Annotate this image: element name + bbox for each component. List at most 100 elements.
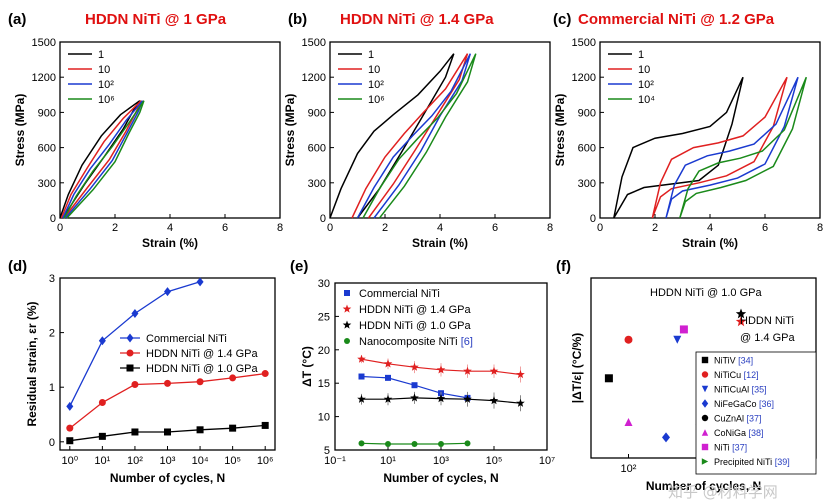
legend-ref: [35] <box>752 385 767 395</box>
data-point <box>261 421 269 429</box>
data-point <box>464 440 471 447</box>
x-tick-label: 10¹ <box>94 455 110 467</box>
x-tick-label: 8 <box>277 222 283 234</box>
legend-label: 1 <box>98 49 104 61</box>
series-line <box>679 76 808 219</box>
y-tick-label: 30 <box>318 278 330 290</box>
data-point <box>436 365 446 374</box>
y-tick-label: 1500 <box>572 37 596 49</box>
data-point <box>164 379 171 387</box>
x-tick-label: 10² <box>127 455 143 467</box>
series-line <box>356 53 472 219</box>
legend-ref: [38] <box>749 428 764 438</box>
x-tick-label: 10⁰ <box>61 455 78 467</box>
y-tick-label: 0 <box>320 213 326 225</box>
panel-d: (d) 0 1 2 3 10⁰ 10¹ 10² 10³ 10⁴ 10⁵ 10⁶ Number of cy… <box>8 258 276 485</box>
data-point <box>131 308 139 318</box>
legend-marker <box>126 364 134 372</box>
data-point <box>516 398 525 407</box>
data-point <box>624 418 633 426</box>
data-point <box>489 366 499 375</box>
legend-ref: [12] <box>744 370 759 380</box>
data-point <box>358 440 365 447</box>
panel-label: (b) <box>288 11 307 28</box>
panel-a: (a) HDDN NiTi @ 1 GPa 0 300 600 900 1200 1500 0 2… <box>8 11 283 250</box>
y-axis-label: ΔT (°C) <box>300 346 314 387</box>
y-tick-label: 0 <box>50 213 56 225</box>
panel-label: (d) <box>8 258 27 275</box>
data-point <box>410 393 419 402</box>
legend-ref: [34] <box>738 356 753 366</box>
legend-label: HDDN NiTi @ 1.4 GPa <box>146 348 258 360</box>
x-axis-label: Strain (%) <box>682 236 738 250</box>
x-tick-label: 10¹ <box>380 455 396 467</box>
series-line <box>62 100 144 219</box>
legend-label: NiFeGaCo [36] <box>714 399 774 409</box>
annotation-hddn-14-line1: HDDN NiTi <box>740 315 794 327</box>
legend-label: 10⁴ <box>638 94 655 106</box>
data-point <box>516 370 525 379</box>
y-tick-label: 900 <box>308 107 326 119</box>
y-tick-label: 600 <box>308 143 326 155</box>
data-point <box>383 394 393 403</box>
legend-ref: [36] <box>759 399 774 409</box>
y-tick-label: 0 <box>590 213 596 225</box>
plot-frame <box>59 41 281 219</box>
x-tick-label: 10³ <box>160 455 176 467</box>
legend-label: HDDN NiTi @ 1.4 GPa <box>359 304 471 316</box>
legend-label: 10 <box>98 64 110 76</box>
y-tick-label: 2 <box>49 328 55 340</box>
legend-label: 10² <box>368 79 384 91</box>
data-point <box>357 354 366 363</box>
legend-ref: [37] <box>732 443 747 453</box>
data-point <box>735 316 747 327</box>
y-tick-label: 1200 <box>572 72 596 84</box>
x-tick-label: 8 <box>547 222 553 234</box>
data-point <box>229 424 237 432</box>
y-tick-label: 1200 <box>302 72 326 84</box>
x-axis-label: Strain (%) <box>412 236 468 250</box>
data-point <box>66 424 74 432</box>
x-tick-label: 4 <box>437 222 443 234</box>
data-point <box>624 335 633 344</box>
panel-title: Commercial NiTi @ 1.2 GPa <box>578 11 775 28</box>
series-line <box>665 76 799 219</box>
legend-label: CuZnAl [37] <box>714 414 762 424</box>
legend-label: 1 <box>638 49 644 61</box>
x-axis-label: Strain (%) <box>142 236 198 250</box>
data-point <box>735 308 747 319</box>
data-point <box>164 287 171 297</box>
x-tick-label: 10⁻¹ <box>324 455 346 467</box>
data-point <box>357 394 366 403</box>
x-axis-label: Number of cycles, N <box>110 471 225 485</box>
legend-ref: [37] <box>747 414 762 424</box>
y-tick-label: 5 <box>324 445 330 457</box>
data-point <box>385 440 391 447</box>
x-tick-label: 10⁵ <box>224 455 241 467</box>
x-axis-label: Number of cycles, N <box>383 471 498 485</box>
x-tick-label: 2 <box>112 222 118 234</box>
data-point <box>196 378 204 386</box>
data-point <box>411 440 418 447</box>
watermark: 知乎 @材料学网 <box>668 483 778 501</box>
y-axis-label: Stress (MPa) <box>283 94 297 167</box>
x-tick-label: 10⁷ <box>539 455 555 467</box>
series-line <box>351 53 469 219</box>
x-tick-label: 8 <box>817 222 823 234</box>
x-tick-label: 6 <box>762 222 768 234</box>
y-tick-label: 300 <box>308 178 326 190</box>
series-line <box>613 76 744 219</box>
data-point <box>673 335 682 344</box>
legend-marker <box>342 304 352 313</box>
data-point <box>411 382 418 389</box>
data-point <box>438 440 444 447</box>
y-tick-label: 600 <box>578 143 596 155</box>
y-tick-label: 300 <box>578 178 596 190</box>
panel-title: HDDN NiTi @ 1 GPa <box>85 11 227 28</box>
series-line <box>329 53 455 219</box>
y-tick-label: 900 <box>578 107 596 119</box>
data-point <box>98 336 106 346</box>
y-axis-label: Stress (MPa) <box>13 94 27 167</box>
legend-label: 10 <box>368 64 380 76</box>
